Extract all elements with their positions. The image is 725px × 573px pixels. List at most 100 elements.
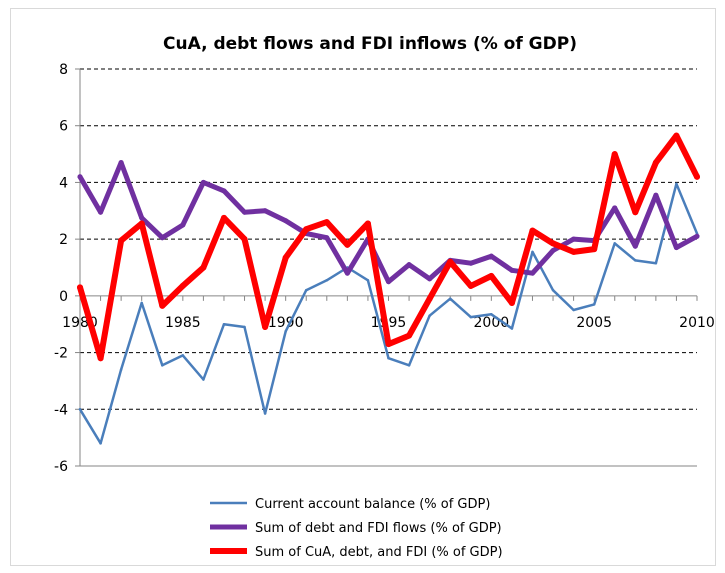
data-point (262, 208, 268, 214)
data-point (510, 327, 514, 330)
data-point (77, 284, 83, 291)
x-tick-label: 1990 (268, 315, 304, 331)
data-point (99, 442, 102, 445)
data-point (262, 324, 269, 331)
data-point (77, 174, 83, 180)
y-tick-label: 8 (59, 62, 68, 78)
data-point (159, 302, 166, 309)
data-point (632, 209, 639, 216)
data-point (118, 237, 125, 244)
chart-area (10, 8, 716, 566)
chart-title: CuA, debt flows and FDI inflows (% of GD… (163, 34, 577, 54)
axes (79, 69, 697, 467)
data-point (200, 179, 206, 185)
x-tick-label: 1985 (165, 315, 201, 331)
data-point (241, 236, 248, 243)
data-point (283, 218, 289, 224)
data-point (653, 192, 659, 198)
y-tick-label: -4 (54, 402, 68, 418)
y-tick-label: -6 (54, 459, 68, 475)
y-tick-label: 0 (59, 289, 68, 305)
data-point (427, 276, 433, 282)
data-point (181, 354, 185, 357)
y-tick-label: 4 (59, 175, 68, 191)
data-point (652, 159, 659, 166)
data-point (469, 315, 473, 319)
data-point (570, 248, 577, 255)
data-point (159, 235, 165, 241)
data-point (634, 259, 637, 262)
data-point (447, 258, 454, 265)
data-point (694, 233, 700, 239)
data-point (572, 308, 575, 312)
data-point (161, 364, 164, 367)
data-point (591, 246, 598, 253)
legend-label: Sum of CuA, debt, and FDI (% of GDP) (255, 545, 503, 560)
data-point (488, 273, 495, 280)
data-point (243, 325, 246, 329)
data-point (428, 314, 431, 317)
data-point (467, 282, 474, 289)
data-point (529, 270, 535, 276)
data-point (386, 279, 391, 285)
data-point (654, 261, 658, 265)
legend-label: Sum of debt and FDI flows (% of GDP) (255, 521, 502, 536)
y-tick-label: 6 (59, 119, 68, 135)
data-point (323, 219, 330, 226)
data-point (550, 240, 557, 247)
data-point (282, 254, 289, 261)
data-point (406, 262, 412, 268)
data-point (611, 151, 618, 158)
data-point (613, 242, 616, 245)
data-point (242, 209, 248, 215)
y-tick-label: -2 (54, 346, 68, 362)
series-lines (77, 132, 700, 445)
data-point (78, 408, 82, 411)
data-point (366, 279, 370, 282)
data-point (387, 356, 390, 360)
data-point (592, 303, 596, 306)
data-point (673, 245, 679, 251)
legend-label: Current account balance (% of GDP) (255, 497, 490, 512)
data-point (448, 297, 452, 300)
data-point (98, 209, 104, 215)
data-point (118, 160, 124, 166)
data-point (551, 288, 555, 292)
data-point (284, 330, 287, 333)
data-point (612, 205, 618, 211)
data-point (694, 173, 700, 180)
y-tick-label: 2 (59, 232, 68, 248)
data-point (221, 188, 227, 194)
y-axis-ticks: 8 6 4 2 0 -2 -4 -6 (54, 62, 80, 475)
data-point (200, 264, 207, 271)
data-point (508, 299, 515, 306)
legend: Current account balance (% of GDP) Sum of… (210, 497, 503, 560)
series-line-2 (77, 160, 700, 285)
data-point (97, 355, 104, 362)
data-point (325, 279, 329, 282)
data-point (488, 253, 494, 259)
data-point (304, 288, 308, 292)
data-point (675, 182, 678, 186)
data-point (550, 247, 556, 253)
data-point (407, 364, 411, 367)
data-point (202, 378, 205, 381)
data-point (531, 250, 534, 254)
data-point (324, 235, 330, 241)
x-axis-ticks: 1980 1985 1990 1995 2000 2005 2010 (62, 295, 715, 331)
data-point (180, 222, 186, 228)
data-point (220, 214, 227, 221)
data-point (632, 243, 638, 249)
data-point (468, 260, 474, 266)
x-tick-label: 2005 (576, 315, 612, 331)
data-point (222, 322, 226, 326)
data-point (179, 282, 186, 289)
data-point (673, 132, 680, 139)
data-point (344, 241, 351, 248)
x-tick-label: 2010 (679, 315, 715, 331)
data-point (263, 412, 267, 415)
data-point (426, 295, 433, 302)
data-point (385, 341, 392, 348)
data-point (571, 236, 577, 242)
